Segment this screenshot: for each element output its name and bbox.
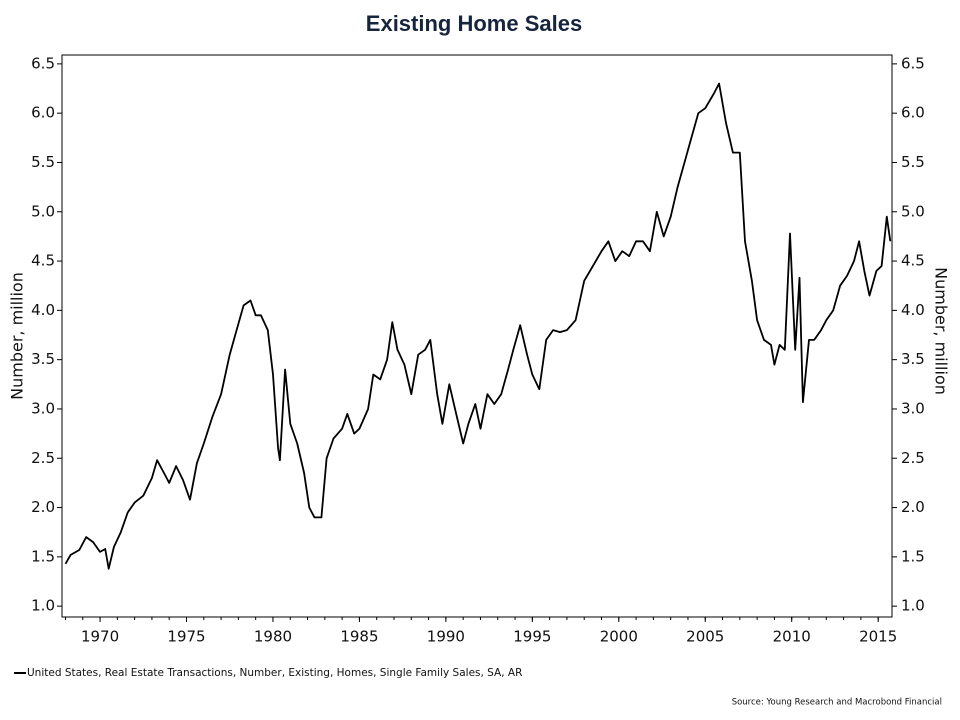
y-tick-label: 2.0: [31, 498, 55, 516]
x-tick-label: 1980: [254, 628, 292, 646]
x-tick-label: 2015: [859, 628, 897, 646]
y-tick-label: 5.0: [31, 202, 55, 220]
y-tick-label: 2.5: [31, 449, 55, 467]
y-tick-label: 4.5: [31, 252, 55, 270]
y-tick-label: 6.0: [31, 104, 55, 122]
y2-tick-label: 5.0: [901, 202, 925, 220]
y-tick-label: 5.5: [31, 153, 55, 171]
legend-label: United States, Real Estate Transactions,…: [27, 667, 522, 679]
y2-tick-label: 2.5: [901, 449, 925, 467]
x-tick-label: 2010: [773, 628, 811, 646]
y2-axis-label: Number, million: [932, 267, 951, 395]
x-tick-label: 1990: [427, 628, 465, 646]
x-tick-label: 2000: [600, 628, 638, 646]
y2-tick-label: 1.5: [901, 547, 925, 565]
y2-tick-label: 6.0: [901, 104, 925, 122]
y2-tick-label: 3.5: [901, 350, 925, 368]
y2-tick-label: 2.0: [901, 498, 925, 516]
chart-title: Existing Home Sales: [366, 11, 582, 36]
series-line: [64, 82, 892, 570]
y-tick-label: 3.5: [31, 350, 55, 368]
y-tick-label: 4.0: [31, 301, 55, 319]
plot-frame: [61, 54, 893, 618]
x-tick-label: 1970: [81, 628, 119, 646]
y2-tick-label: 3.0: [901, 399, 925, 417]
x-tick-label: 1975: [167, 628, 205, 646]
y2-tick-label: 4.5: [901, 252, 925, 270]
y-tick-label: 1.0: [31, 597, 55, 615]
y2-tick-label: 4.0: [901, 301, 925, 319]
x-tick-label: 1995: [513, 628, 551, 646]
y-tick-label: 6.5: [31, 54, 55, 72]
x-tick-label: 2005: [686, 628, 724, 646]
y-axis-label: Number, million: [8, 272, 27, 400]
y2-tick-label: 6.5: [901, 54, 925, 72]
y2-tick-label: 5.5: [901, 153, 925, 171]
y-tick-label: 1.5: [31, 547, 55, 565]
x-tick-label: 1985: [340, 628, 378, 646]
source-note: Source: Young Research and Macrobond Fin…: [732, 698, 942, 708]
y-tick-label: 3.0: [31, 399, 55, 417]
y2-tick-label: 1.0: [901, 597, 925, 615]
